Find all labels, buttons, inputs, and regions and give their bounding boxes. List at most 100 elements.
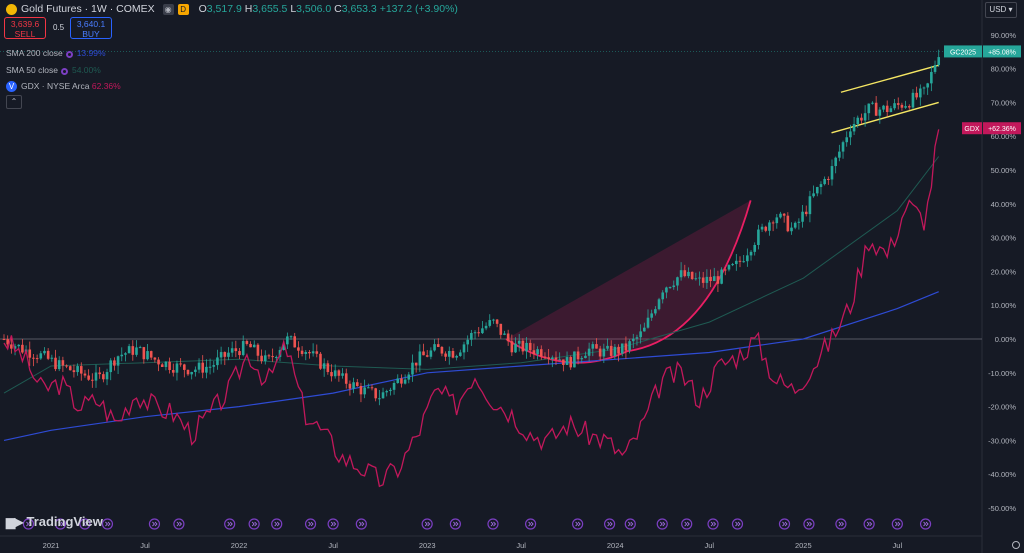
event-marker-icon[interactable] — [101, 518, 114, 530]
candle-body — [297, 347, 300, 351]
candle-body — [87, 375, 90, 380]
market-status-icon[interactable]: D — [177, 3, 189, 15]
symbol-title[interactable]: Gold Futures · 1W · COMEX — [21, 3, 155, 15]
event-marker-icon[interactable] — [248, 518, 260, 530]
candle-body — [13, 346, 17, 349]
candle-body — [874, 102, 878, 116]
event-marker-icon[interactable] — [891, 518, 903, 530]
event-marker-icon[interactable] — [707, 518, 719, 530]
event-marker-icon[interactable] — [54, 518, 67, 530]
change-value: +137.2 (+3.90%) — [379, 3, 458, 15]
settings-icon[interactable] — [65, 51, 73, 58]
event-marker-icon[interactable] — [835, 518, 847, 530]
event-marker-icon[interactable] — [224, 518, 236, 530]
event-marker-icon[interactable] — [271, 518, 283, 530]
candle-body — [440, 346, 444, 354]
event-marker-icon[interactable] — [487, 518, 499, 530]
event-marker-icon[interactable] — [919, 518, 932, 530]
buy-button[interactable]: 3,640.1 BUY — [70, 17, 112, 39]
event-arrow-icon — [575, 521, 581, 527]
candle-body — [76, 366, 79, 373]
candle-body — [488, 320, 492, 326]
candle-body — [911, 92, 915, 108]
channel-upper-line[interactable] — [840, 64, 939, 93]
candle-body — [175, 363, 179, 373]
gold-icon — [6, 3, 17, 15]
candle-body — [124, 353, 127, 355]
candle-body — [558, 359, 561, 361]
indicator-name: SMA 50 close — [6, 65, 58, 75]
candle-body — [344, 373, 348, 384]
candle-body — [701, 277, 705, 283]
indicator-gdx[interactable]: V GDX · NYSE Arca 62.36% — [6, 81, 121, 92]
candle-body — [470, 332, 473, 340]
candle-body — [528, 342, 532, 351]
eye-icon[interactable]: ◉ — [162, 3, 174, 15]
indicator-sma50[interactable]: SMA 50 close 54.00% — [6, 65, 101, 75]
candle-body — [576, 351, 580, 360]
candle-body — [668, 287, 672, 289]
event-marker-icon[interactable] — [731, 518, 744, 530]
candle-body — [263, 355, 267, 362]
candle-body — [562, 359, 565, 365]
event-marker-icon[interactable] — [79, 518, 91, 530]
candle-body — [72, 370, 76, 373]
event-marker-icon[interactable] — [449, 518, 461, 530]
event-marker-icon[interactable] — [803, 518, 815, 530]
candle-body — [933, 65, 937, 72]
candle-body — [746, 255, 749, 262]
candle-body — [797, 221, 801, 223]
candle-body — [164, 361, 168, 367]
time-axis[interactable]: 2021 Jul 2022 Jul 2023 Jul 2024 Jul 2025 Jul — [43, 541, 1020, 550]
candle-body — [451, 350, 455, 358]
event-marker-icon[interactable] — [525, 518, 537, 530]
event-marker-icon[interactable] — [656, 518, 668, 530]
event-marker-icon[interactable] — [603, 518, 616, 530]
candle-body — [149, 351, 153, 358]
sell-button[interactable]: 3,639.6 SELL — [4, 17, 46, 39]
last-value-label: +62.36% — [988, 126, 1016, 133]
y-tick-label: 60.00% — [991, 132, 1017, 141]
x-tick-label: Jul — [516, 541, 526, 550]
candle-body — [867, 103, 871, 114]
event-marker-icon[interactable] — [681, 518, 693, 530]
event-marker-icon[interactable] — [304, 518, 317, 530]
event-marker-icon[interactable] — [421, 518, 433, 530]
event-marker-icon[interactable] — [863, 518, 875, 530]
currency-selector[interactable]: USD ▾ — [985, 2, 1017, 18]
series-name-label: GDX — [964, 126, 980, 133]
event-marker-icon[interactable] — [572, 518, 584, 530]
candle-body — [896, 103, 900, 105]
open-key: O — [198, 3, 207, 15]
event-marker-icon[interactable] — [22, 518, 35, 530]
candle-body — [216, 357, 219, 366]
event-marker-icon[interactable] — [148, 518, 161, 530]
candle-body — [930, 71, 933, 84]
sell-label: SELL — [14, 29, 36, 39]
candle-body — [197, 362, 201, 370]
candle-body — [68, 366, 72, 371]
close-value: 3,653.3 — [341, 3, 377, 15]
event-marker-icon[interactable] — [778, 518, 791, 530]
candle-body — [459, 352, 462, 356]
event-marker-icon[interactable] — [173, 518, 185, 530]
event-marker-icon[interactable] — [624, 518, 636, 530]
candle-body — [212, 365, 216, 367]
candle-body — [804, 211, 808, 215]
event-marker-icon[interactable] — [327, 518, 339, 530]
indicator-sma200[interactable]: SMA 200 close 13.99% — [6, 48, 106, 58]
channel-lower-line[interactable] — [831, 101, 939, 134]
event-marker-icon[interactable] — [355, 518, 367, 530]
candle-body — [860, 117, 863, 121]
settings-icon[interactable] — [60, 68, 68, 75]
candle-body — [367, 387, 370, 389]
event-markers[interactable] — [22, 518, 932, 530]
candle-body — [650, 313, 653, 318]
price-axis[interactable]: 90.00% 80.00% 70.00% 60.00% 50.00% 40.00% 30.0… — [944, 31, 1021, 513]
collapse-legend-button[interactable]: ⌃ — [6, 95, 22, 109]
cup-fill[interactable] — [506, 200, 751, 363]
settings-icon[interactable] — [1012, 541, 1020, 549]
indicator-value: 13.99% — [76, 48, 106, 58]
candle-body — [208, 366, 212, 368]
